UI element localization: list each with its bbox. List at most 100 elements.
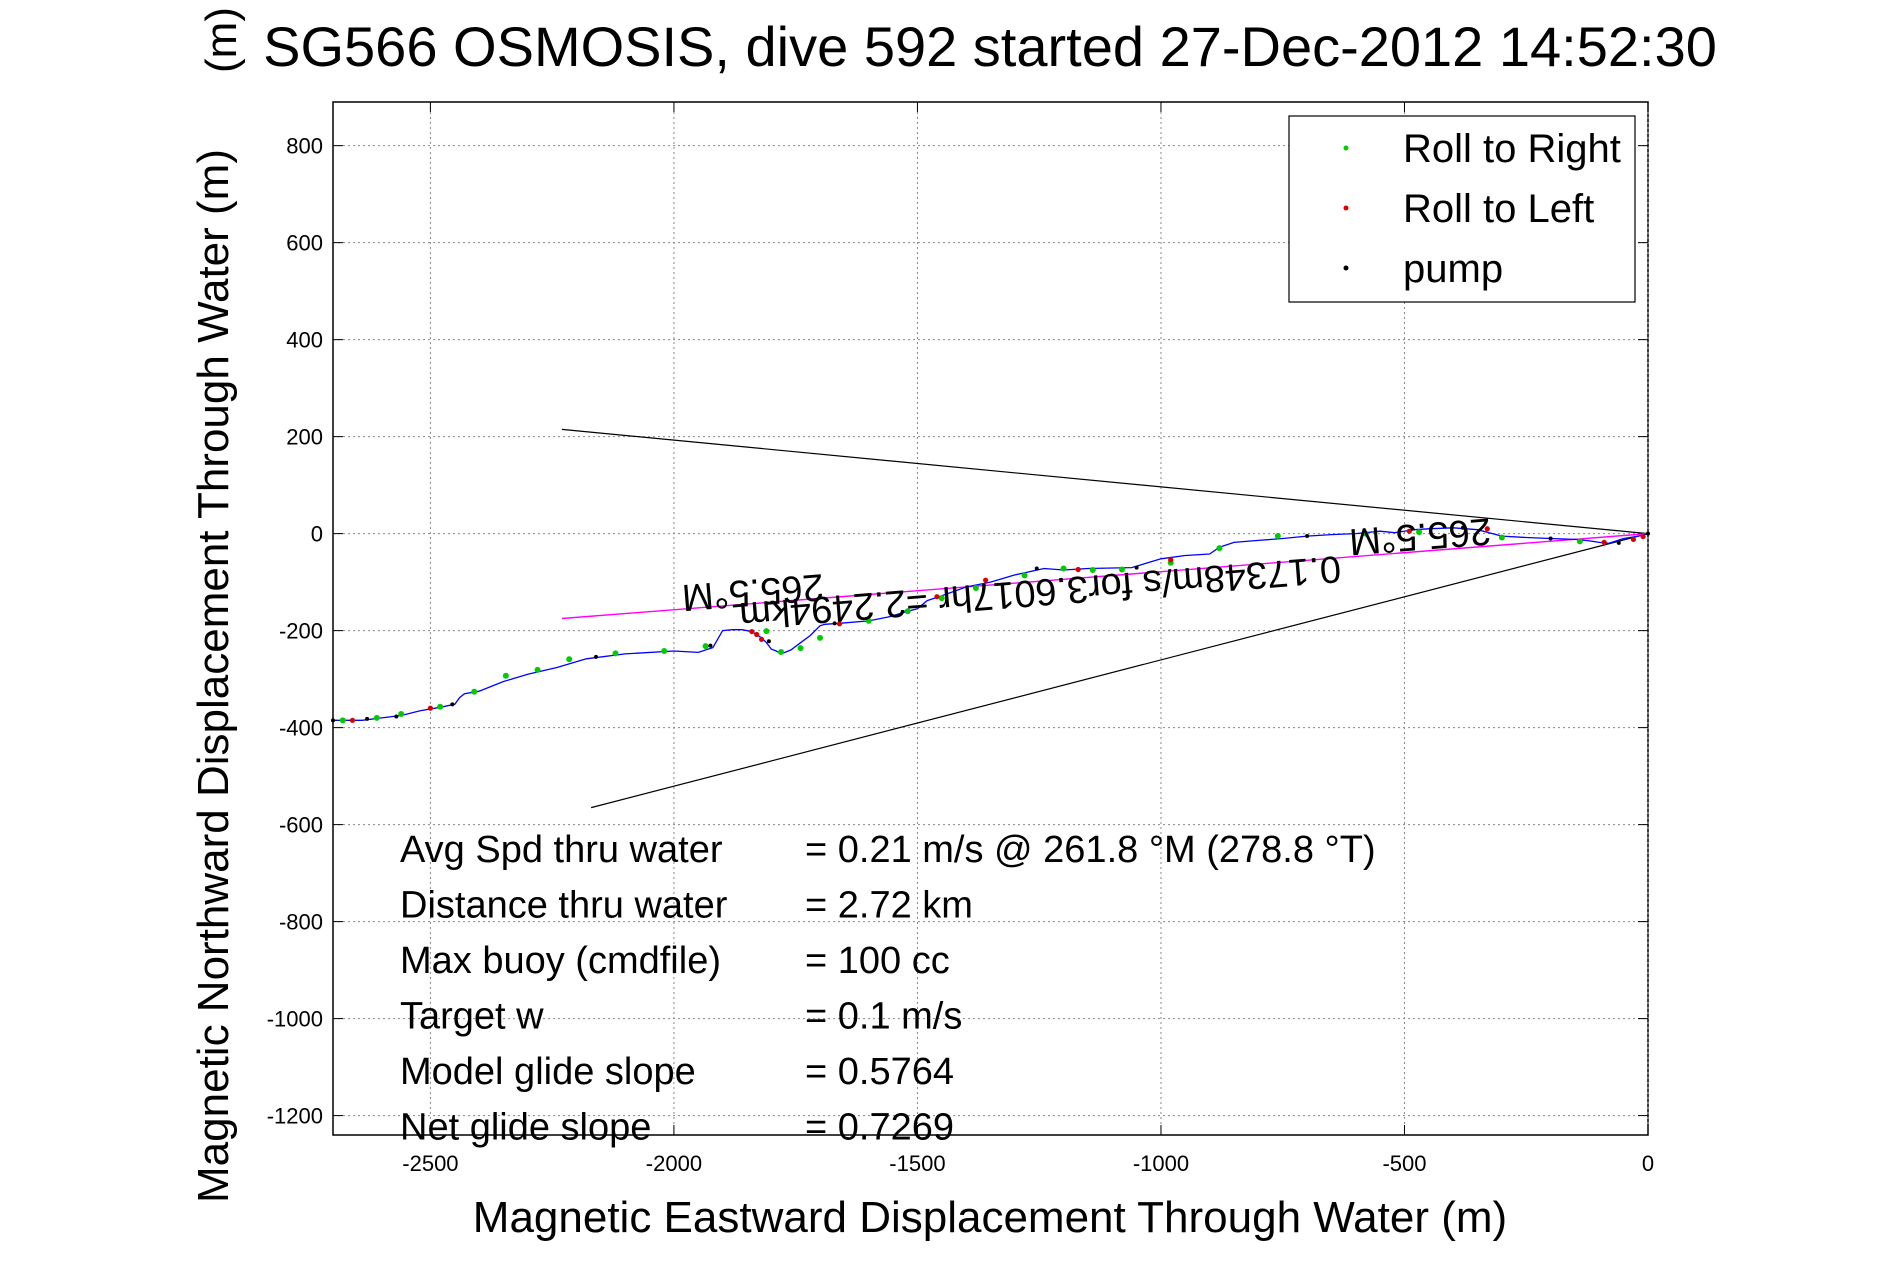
pump-point bbox=[708, 643, 713, 648]
stat-label: Model glide slope bbox=[400, 1051, 696, 1093]
roll-right-point bbox=[437, 703, 444, 710]
stat-value: = 0.21 m/s @ 261.8 °M (278.8 °T) bbox=[805, 829, 1376, 871]
y-tick-label: -1000 bbox=[267, 1007, 323, 1032]
y-axis-ticks: 800 600 400 200 0 -200 -400 -600 -800 -1000 -1200 bbox=[267, 134, 1648, 1129]
guide-lines bbox=[561, 428, 1649, 809]
roll-left-point bbox=[1168, 557, 1174, 563]
roll-right-point bbox=[502, 672, 509, 679]
roll-right-point bbox=[1362, 530, 1369, 537]
track-line bbox=[333, 527, 1649, 721]
roll-right-point bbox=[398, 711, 405, 718]
roll-right-point bbox=[797, 645, 804, 652]
roll-left-point bbox=[1630, 536, 1636, 543]
legend-marker bbox=[1343, 145, 1349, 151]
legend-marker bbox=[1343, 205, 1349, 211]
ylabel-overlap-glyph: (m) bbox=[197, 7, 246, 73]
roll-left-point bbox=[749, 628, 755, 635]
roll-left-point bbox=[934, 594, 940, 600]
roll-left-point bbox=[1601, 539, 1607, 545]
chart-title: SG566 OSMOSIS, dive 592 started 27-Dec-2… bbox=[263, 15, 1717, 78]
x-axis-label: Magnetic Eastward Displacement Through W… bbox=[473, 1193, 1507, 1242]
roll-right-point bbox=[1274, 533, 1281, 540]
roll-right-point bbox=[1089, 567, 1096, 574]
roll-right-point bbox=[865, 617, 872, 624]
y-tick-label: -400 bbox=[279, 716, 323, 741]
roll-right-point bbox=[612, 650, 619, 657]
x-tick-label: -500 bbox=[1382, 1151, 1426, 1176]
pump-point bbox=[1034, 566, 1039, 571]
roll-right-point bbox=[566, 656, 573, 663]
roll-right-point bbox=[1576, 538, 1583, 545]
y-tick-label: 800 bbox=[286, 134, 323, 159]
pump-point bbox=[1646, 531, 1650, 536]
stat-value: = 100 cc bbox=[805, 940, 950, 982]
pump-point bbox=[1134, 565, 1139, 570]
stats-block: Avg Spd thru water = 0.21 m/s @ 261.8 °M … bbox=[400, 829, 1376, 1149]
roll-right-point bbox=[471, 688, 478, 695]
cone-upper-line bbox=[561, 428, 1649, 535]
pump-point bbox=[594, 654, 598, 659]
stat-label: Max buoy (cmdfile) bbox=[400, 940, 721, 982]
x-tick-label: -2000 bbox=[646, 1151, 702, 1176]
stat-label: Target w bbox=[400, 996, 544, 1038]
roll-right-point bbox=[1119, 566, 1125, 573]
pump-point bbox=[766, 639, 771, 644]
roll-left-point bbox=[1406, 528, 1412, 534]
y-tick-label: -800 bbox=[279, 910, 323, 935]
y-tick-label: 400 bbox=[286, 328, 323, 353]
stat-label: Net glide slope bbox=[400, 1107, 651, 1149]
pump-point bbox=[1548, 536, 1553, 541]
legend-label: Roll to Left bbox=[1403, 187, 1594, 231]
y-tick-label: -600 bbox=[279, 813, 323, 838]
roll-right-point bbox=[1416, 529, 1423, 536]
roll-right-point bbox=[661, 647, 668, 654]
stat-label: Distance thru water bbox=[400, 885, 728, 927]
pump-point bbox=[1460, 525, 1465, 530]
pump-point bbox=[450, 702, 455, 707]
heading-line bbox=[561, 532, 1649, 620]
roll-left-point bbox=[427, 705, 434, 711]
pump-point bbox=[1305, 534, 1310, 539]
y-tick-label: 600 bbox=[286, 231, 323, 256]
legend: Roll to Right Roll to Left pump bbox=[1288, 115, 1636, 303]
roll-left-point bbox=[1484, 526, 1490, 532]
x-axis-ticks: -2500 -2000 -1500 -1000 -500 0 bbox=[402, 102, 1654, 1176]
roll-right-point bbox=[904, 608, 911, 615]
x-tick-label: -1500 bbox=[889, 1151, 945, 1176]
y-tick-label: 0 bbox=[311, 522, 323, 547]
stat-value: = 0.5764 bbox=[805, 1051, 954, 1093]
roll-right-point bbox=[972, 584, 979, 591]
roll-right-point bbox=[763, 628, 770, 635]
stat-label: Avg Spd thru water bbox=[400, 829, 723, 871]
stat-value: = 2.72 km bbox=[805, 885, 973, 927]
roll-right-point bbox=[373, 714, 380, 721]
cone-lower-line bbox=[590, 533, 1649, 809]
roll-right-point bbox=[778, 648, 785, 655]
series-layer bbox=[331, 525, 1650, 724]
pump-point bbox=[832, 621, 837, 626]
stat-value: = 0.7269 bbox=[805, 1107, 954, 1149]
pump-point bbox=[365, 716, 370, 721]
roll-left-point bbox=[754, 631, 760, 638]
roll-right-point bbox=[702, 643, 709, 650]
pump-point bbox=[1616, 540, 1621, 545]
roll-right-point bbox=[339, 717, 346, 724]
y-tick-label: -1200 bbox=[267, 1104, 323, 1129]
roll-left-point bbox=[1640, 533, 1646, 540]
roll-right-point bbox=[938, 595, 945, 602]
roll-right-point bbox=[1216, 545, 1223, 552]
y-axis-label: Magnetic Northward Displacement Through … bbox=[189, 149, 238, 1203]
y-tick-label: 200 bbox=[286, 425, 323, 450]
roll-left-point bbox=[758, 636, 765, 642]
x-tick-label: 0 bbox=[1642, 1151, 1654, 1176]
roll-right-point bbox=[534, 666, 541, 673]
legend-label: Roll to Right bbox=[1403, 127, 1621, 171]
stat-value: = 0.1 m/s bbox=[805, 996, 962, 1038]
roll-left-point bbox=[983, 577, 989, 583]
roll-right-point bbox=[1498, 534, 1505, 541]
roll-right-point bbox=[1060, 565, 1067, 572]
roll-left-point bbox=[1075, 566, 1081, 573]
legend-label: pump bbox=[1403, 247, 1503, 291]
roll-right-point bbox=[1021, 572, 1028, 579]
